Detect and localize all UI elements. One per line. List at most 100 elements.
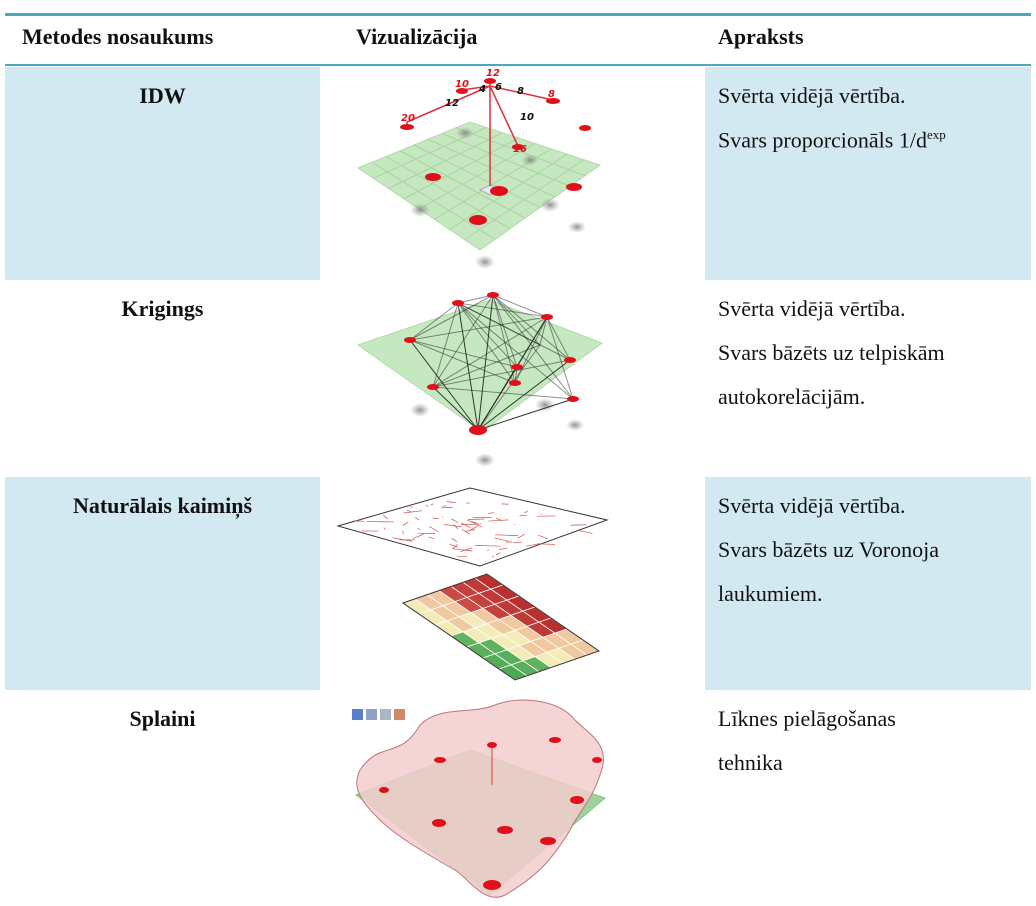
description-line: Līknes pielāgošanas: [718, 706, 896, 731]
voronoi-edge: [451, 537, 458, 542]
header-rule: [5, 64, 1031, 66]
link: [492, 294, 518, 368]
description-line: laukumiem.: [718, 581, 823, 606]
method-name: IDW: [139, 83, 186, 108]
spline-figure: [352, 699, 606, 898]
link: [432, 316, 548, 388]
link: [546, 316, 571, 361]
heat-border: [401, 573, 601, 681]
voronoi-edge: [460, 547, 472, 552]
link: [477, 294, 494, 431]
link: [539, 316, 548, 346]
description-line: Svars bāzēts uz Voronoja: [718, 537, 939, 562]
voronoi-edge: [488, 519, 509, 522]
voronoi-edge: [383, 527, 386, 530]
voronoi-edge: [488, 512, 495, 514]
description-line: tehnika: [718, 750, 783, 775]
sample-point: [509, 380, 521, 386]
voronoi-edge: [498, 547, 507, 550]
method-name: Krigings: [121, 296, 204, 321]
link: [477, 398, 574, 431]
link: [492, 294, 516, 384]
voronoi-edge: [495, 534, 518, 537]
voronoi-edge: [577, 529, 593, 534]
natural-figure: [336, 487, 609, 681]
description-line: Svērta vidējā vērtība.: [718, 296, 906, 321]
voronoi-edge: [412, 533, 424, 539]
voronoi-edge: [429, 526, 439, 532]
link: [457, 302, 479, 431]
voronoi-edge: [524, 510, 528, 514]
sample-point: [567, 396, 579, 402]
voronoi-edge: [469, 525, 478, 531]
link: [477, 344, 541, 431]
row-bg: [5, 477, 320, 690]
voronoi-edge: [425, 504, 429, 508]
link: [492, 294, 548, 318]
figure-label: 12: [486, 68, 500, 79]
link: [409, 316, 548, 341]
voronoi-edge: [443, 524, 462, 528]
voronoi-edge: [494, 537, 509, 542]
sample-point: [564, 357, 576, 363]
voronoi-edge: [512, 541, 523, 544]
description-line: Svars proporcionāls 1/dexp: [718, 127, 946, 153]
link: [457, 302, 516, 384]
voronoi-edge: [382, 514, 389, 520]
link: [492, 294, 541, 346]
link: [432, 302, 459, 388]
grid-line: [449, 153, 568, 230]
sample-point: [404, 337, 416, 343]
grid-line: [418, 143, 536, 210]
voronoi-edge: [495, 552, 501, 556]
voronoi-edge: [403, 510, 423, 514]
voronoi-edge: [414, 517, 420, 521]
link: [457, 302, 518, 368]
row-bg: [705, 67, 1031, 280]
link: [457, 294, 494, 304]
figure-label: 4: [478, 84, 486, 95]
description-line: Svērta vidējā vērtība.: [718, 83, 906, 108]
link: [432, 386, 574, 400]
voronoi-edge: [394, 537, 413, 542]
superscript: exp: [926, 127, 946, 142]
method-name: Splaini: [129, 706, 196, 731]
voronoi-edge: [460, 522, 471, 528]
voronoi-edge: [451, 518, 459, 523]
sample-point: [487, 292, 499, 298]
grid-line: [441, 133, 571, 187]
description-line: autokorelācijām.: [718, 384, 866, 409]
voronoi-edge: [441, 504, 447, 509]
grid-line: [427, 138, 556, 198]
voronoi-edge: [496, 517, 502, 521]
voronoi-edge: [432, 517, 440, 520]
sample-point: [427, 384, 439, 390]
row-bg: [5, 67, 320, 280]
voronoi-edge: [517, 533, 526, 539]
figure-label: 20: [401, 113, 415, 124]
link: [457, 302, 548, 318]
voronoi-edge: [460, 523, 482, 526]
voronoi-edge: [430, 503, 434, 506]
voronoi-edge: [451, 544, 458, 550]
voronoi-edge: [428, 536, 435, 540]
figure-label: 16: [513, 144, 527, 155]
link: [409, 294, 494, 341]
grid-line: [464, 159, 585, 241]
voronoi-edge: [492, 555, 495, 558]
grid-line: [455, 127, 586, 177]
link: [409, 339, 518, 368]
figure-label: 12: [445, 98, 459, 109]
figure-label: 6: [495, 82, 502, 93]
link: [457, 302, 574, 400]
row-bg: [705, 477, 1031, 690]
link: [546, 316, 574, 400]
voronoi-edge: [537, 534, 549, 540]
voronoi-edge: [452, 548, 473, 552]
column-header: Vizualizācija: [356, 24, 478, 49]
link: [409, 302, 459, 341]
link: [432, 294, 494, 388]
voronoi-edge: [525, 543, 541, 547]
voronoi-edge: [570, 524, 587, 526]
